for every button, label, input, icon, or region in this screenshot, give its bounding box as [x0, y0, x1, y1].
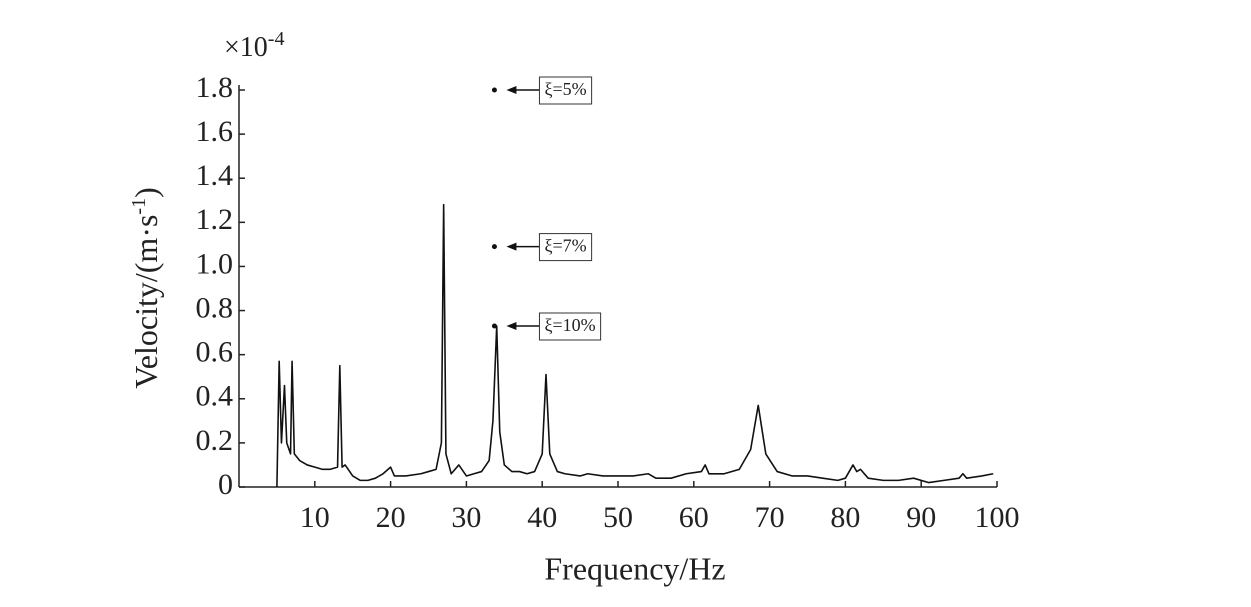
y-tick-label: 1.8 [196, 71, 234, 104]
annotation-point [491, 87, 497, 93]
annotation-box [538, 233, 593, 262]
multiplier-exponent: -4 [268, 28, 285, 50]
y-tick-label: 1.2 [196, 203, 234, 236]
y-tick-label: 0.4 [196, 380, 234, 413]
annotation-box [538, 312, 602, 341]
y-tick-label: 1.4 [196, 159, 234, 192]
x-tick-label: 10 [300, 501, 330, 534]
y-tick-label: 0.6 [196, 336, 234, 369]
x-tick-label: 30 [451, 501, 481, 534]
y-label-text: Velocity/(m·s [128, 215, 164, 389]
annotation-label: ξ=5% [544, 79, 586, 99]
y-label-suffix: ) [128, 187, 164, 198]
y-tick-label: 0 [218, 468, 233, 501]
y-tick-label: 1.0 [196, 247, 234, 280]
y-tick-label: 0.2 [196, 424, 234, 457]
annotation-label: ξ=7% [544, 236, 586, 256]
x-tick-label: 50 [603, 501, 633, 534]
arrow-head [506, 321, 517, 330]
y-tick-label: 1.6 [196, 115, 234, 148]
x-tick-label: 90 [906, 501, 936, 534]
x-axis-label: Frequency/Hz [544, 550, 725, 586]
x-tick-label: 60 [679, 501, 709, 534]
arrow-head [506, 86, 517, 94]
y-tick-label: 0.8 [196, 291, 234, 324]
x-tick-label: 70 [755, 501, 785, 534]
spectrum-line [276, 203, 994, 488]
y-multiplier: ×10-4 [224, 28, 284, 64]
x-tick-label: 100 [975, 501, 1020, 534]
x-tick-label: 20 [376, 501, 406, 534]
y-axis-label: Velocity/(m·s-1) [128, 187, 165, 389]
annotation-label: ξ=10% [544, 315, 595, 335]
annotation-point [491, 323, 497, 329]
arrow-head [506, 242, 517, 251]
x-tick-label: 40 [527, 501, 557, 534]
multiplier-base: ×10 [224, 32, 268, 63]
annotation-point [491, 244, 497, 250]
x-tick-label: 80 [830, 501, 860, 534]
y-label-superscript: -1 [128, 198, 150, 215]
annotation-box [538, 76, 593, 105]
